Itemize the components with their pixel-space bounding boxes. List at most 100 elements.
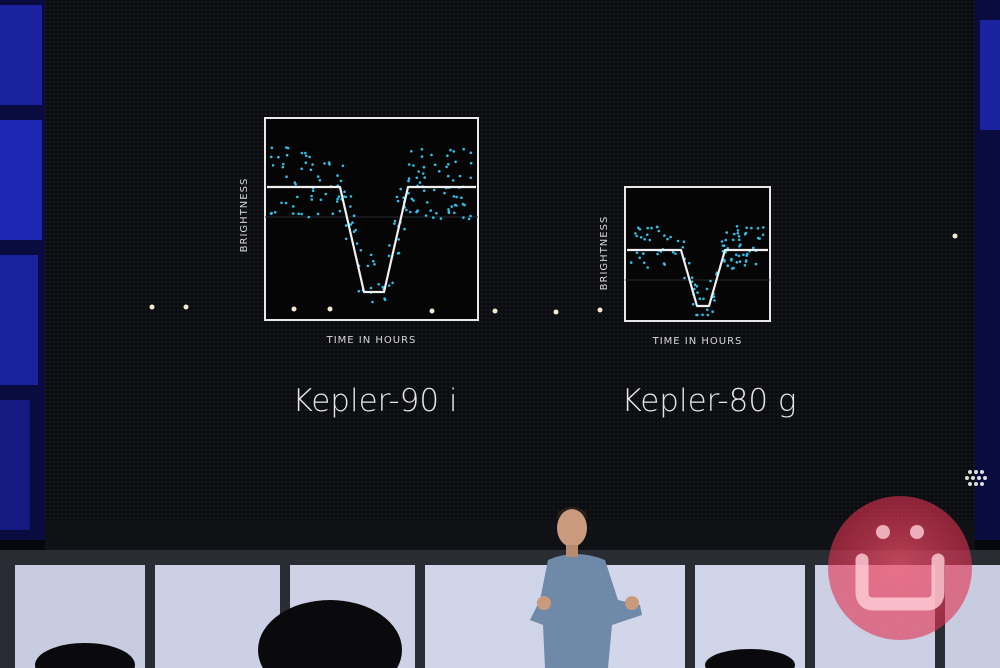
scatter-dot <box>307 215 311 219</box>
scatter-dot <box>655 225 659 229</box>
scatter-dot <box>737 238 741 242</box>
scatter-dot <box>343 190 346 193</box>
scatter-dot <box>744 231 748 235</box>
scatter-dot <box>645 233 649 236</box>
screen-light <box>183 304 189 310</box>
scatter-dot <box>469 161 473 165</box>
scatter-dot <box>323 162 326 165</box>
scatter-dot <box>282 162 285 166</box>
scatter-dot <box>469 214 472 218</box>
scatter-dot <box>412 199 415 202</box>
scatter-dot <box>735 253 738 257</box>
scatter-dot <box>359 249 363 252</box>
scatter-dot <box>724 238 727 242</box>
scatter-dot <box>641 252 645 255</box>
scatter-dot <box>344 224 348 227</box>
scatter-dot <box>455 195 458 199</box>
scatter-dot <box>720 240 724 243</box>
scatter-dot <box>412 164 415 167</box>
y-axis-label: BRIGHTNESS <box>239 178 250 253</box>
scatter-dot <box>635 234 638 238</box>
scatter-dot <box>642 261 646 265</box>
scatter-dot <box>723 260 726 263</box>
scatter-dot <box>742 253 745 257</box>
scatter-dot <box>396 252 400 255</box>
scatter-dot <box>761 233 765 237</box>
scatter-dot <box>706 313 710 317</box>
scatter-dot <box>438 170 441 173</box>
scatter-dot <box>407 191 410 195</box>
scatter-dot <box>277 155 280 159</box>
scatter-dot <box>638 228 642 231</box>
scatter-dot <box>469 151 473 155</box>
scatter-dot <box>737 235 741 238</box>
scatter-dot <box>304 151 307 155</box>
scatter-dot <box>293 181 297 184</box>
scatter-dot <box>693 283 697 287</box>
scatter-dot <box>405 208 408 212</box>
scatter-dot <box>369 286 373 290</box>
x-axis-label: TIME IN HOURS <box>652 336 743 347</box>
scatter-dot <box>311 163 314 166</box>
scatter-dot <box>351 221 354 224</box>
chart-frame <box>624 186 771 322</box>
scatter-dot <box>369 253 373 257</box>
scatter-dot <box>643 238 646 241</box>
scatter-dot <box>705 287 709 291</box>
light-curve-chart: BRIGHTNESS TIME IN HOURS Kepler-90 i <box>239 117 479 419</box>
scatter-dot <box>318 179 322 182</box>
scatter-dot <box>391 281 394 285</box>
scatter-dot <box>646 266 649 269</box>
scatter-dot <box>744 260 748 263</box>
scatter-dot <box>745 226 748 230</box>
scatter-dot <box>335 200 339 203</box>
scatter-dot <box>433 163 437 167</box>
scatter-dot <box>650 226 653 230</box>
scatter-dot <box>422 189 426 192</box>
scatter-dot <box>646 226 649 230</box>
scatter-dot <box>393 222 396 225</box>
scatter-dot <box>373 263 376 266</box>
scatter-dot <box>683 276 686 280</box>
scatter-dot <box>696 291 699 294</box>
scatter-dot <box>469 176 473 180</box>
scatter-dot <box>713 299 716 302</box>
scatter-dot <box>454 160 457 164</box>
scatter-dot <box>702 297 705 301</box>
scatter-dot <box>690 276 694 280</box>
scatter-dot <box>687 261 691 265</box>
scatter-dot <box>397 238 401 241</box>
scatter-dot <box>656 252 659 256</box>
scatter-dot <box>754 262 758 266</box>
scatter-dot <box>738 245 741 248</box>
scatter-dot <box>336 174 339 177</box>
screen <box>45 0 975 540</box>
scatter-dot <box>319 198 323 202</box>
scatter-dot <box>663 263 666 266</box>
scatter-dot <box>355 242 359 245</box>
scatter-dot <box>366 264 370 268</box>
scatter-dot <box>447 211 451 215</box>
scatter-dot <box>648 238 652 242</box>
scatter-dot <box>339 179 343 183</box>
scatter-dot <box>407 163 411 166</box>
scatter-dot <box>743 264 747 267</box>
light-curve-chart: BRIGHTNESS TIME IN HOURS Kepler-80 g <box>599 186 797 419</box>
scatter-dot <box>733 232 736 236</box>
screen-light <box>597 307 603 313</box>
scatter-dot <box>735 225 739 228</box>
scatter-dot <box>395 195 399 199</box>
scatter-dot <box>452 195 456 198</box>
scatter-dot <box>691 302 695 306</box>
scatter-dot <box>629 261 633 264</box>
scatter-dot <box>270 211 273 215</box>
scatter-dot <box>304 154 308 158</box>
scatter-dot <box>725 231 728 234</box>
scatter-dot <box>291 212 295 215</box>
scatter-dot <box>446 154 449 157</box>
scatter-dot <box>676 239 680 243</box>
scatter-dot <box>420 155 424 158</box>
scatter-dot <box>657 229 661 233</box>
screen-light <box>492 308 498 314</box>
scatter-dot <box>403 227 406 231</box>
